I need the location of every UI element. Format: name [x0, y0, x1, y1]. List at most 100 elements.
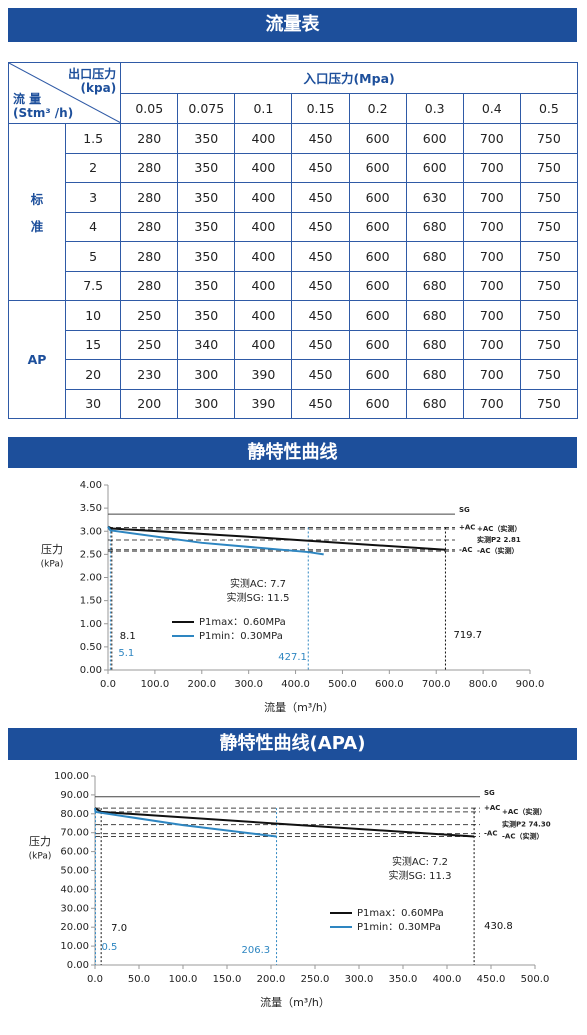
x-tick-label: 450.0: [477, 974, 506, 985]
table-row: 4 280 350 400 450 600 680 700 750: [9, 211, 579, 242]
flow-cell: 30: [65, 388, 122, 419]
table-row: AP 10 250 350 400 450 600 680 700 750: [7, 300, 579, 419]
value-cell: 700: [462, 270, 521, 301]
reference-label: +AC: [484, 804, 500, 812]
column-header: 0.2: [348, 92, 407, 124]
group-label: 准: [30, 219, 44, 234]
value-cell: 600: [348, 241, 407, 272]
y-axis-label: (kPa): [29, 852, 52, 862]
value-cell: 400: [234, 270, 293, 301]
reference-label: +AC（实测）: [502, 807, 546, 816]
value-cell: 450: [291, 182, 350, 213]
value-cell: 700: [462, 123, 521, 154]
flow-table: 出口压力 (kpa) 流 量 (Stm³ /h) 入口压力(Mpa) 0.05 0.075 0…: [7, 62, 579, 419]
value-cell: 600: [348, 300, 407, 331]
value-cell: 600: [348, 211, 407, 242]
group-label: AP: [27, 352, 47, 367]
value-cell: 280: [120, 211, 179, 242]
value-cell: 600: [348, 123, 407, 154]
value-cell: 400: [234, 329, 293, 360]
diagonal: [9, 63, 121, 123]
value-cell: 750: [519, 152, 579, 183]
reference-label: -AC: [459, 546, 472, 554]
value-cell: 600: [348, 329, 407, 360]
annotation: 实测AC: 7.7: [230, 577, 286, 590]
marker-label: 7.0: [111, 923, 127, 934]
reference-label: 实测P2 74.30: [502, 820, 551, 829]
table-row: 5 280 350 400 450 600 680 700 750: [9, 241, 579, 272]
y-tick-label: 1.00: [80, 619, 102, 630]
value-cell: 450: [291, 241, 350, 272]
marker-label: 719.7: [453, 630, 482, 641]
y-tick-label: 0.50: [80, 642, 102, 653]
flow-cell: 20: [65, 359, 122, 390]
y-tick-label: 3.50: [80, 503, 102, 514]
corner-bottom: 流 量 (Stm³ /h): [13, 92, 73, 120]
value-cell: 450: [291, 329, 350, 360]
header-row: 出口压力 (kpa) 流 量 (Stm³ /h) 入口压力(Mpa): [7, 62, 578, 124]
value-cell: 400: [234, 241, 293, 272]
value-cell: 600: [348, 152, 407, 183]
value-cell: 750: [519, 359, 579, 390]
value-cell: 750: [519, 211, 579, 242]
value-cell: 390: [234, 388, 293, 419]
section-title: 静特性曲线: [8, 437, 577, 468]
section-title: 静特性曲线(APA): [8, 728, 577, 760]
y-tick-label: 40.00: [60, 884, 89, 895]
header-row: 0.05 0.075 0.1 0.15 0.2 0.3 0.4 0.5: [9, 92, 579, 124]
y-axis-label: (kPa): [41, 560, 64, 570]
legend-label: P1min：0.30MPa: [357, 922, 441, 933]
x-tick-label: 400.0: [281, 679, 310, 690]
marker-label: 206.3: [242, 945, 271, 956]
y-tick-label: 3.00: [80, 526, 102, 537]
value-cell: 700: [462, 359, 521, 390]
legend-label: P1min：0.30MPa: [199, 631, 283, 642]
value-cell: 350: [177, 300, 236, 331]
corner-cell: 出口压力 (kpa) 流 量 (Stm³ /h): [7, 62, 122, 124]
value-cell: 280: [120, 241, 179, 272]
reference-label: +AC: [459, 524, 475, 532]
value-cell: 680: [405, 241, 464, 272]
corner-top: 出口压力 (kpa): [68, 67, 116, 95]
value-cell: 230: [120, 359, 179, 390]
annotation: 实测SG: 11.5: [227, 591, 290, 604]
y-tick-label: 0.00: [80, 665, 102, 676]
value-cell: 400: [234, 211, 293, 242]
y-tick-label: 10.00: [60, 941, 89, 952]
y-tick-label: 2.50: [80, 549, 102, 560]
y-tick-label: 2.00: [80, 573, 102, 584]
value-cell: 750: [519, 388, 579, 419]
value-cell: 280: [120, 270, 179, 301]
series-line: [94, 807, 475, 838]
x-axis-label: 流量（m³/h）: [260, 995, 330, 1009]
series-line: [94, 808, 277, 838]
value-cell: 350: [177, 123, 236, 154]
corner-text: (kpa): [80, 81, 117, 95]
y-tick-label: 30.00: [60, 903, 89, 914]
y-tick-label: 70.00: [60, 828, 89, 839]
x-tick-label: 200.0: [187, 679, 216, 690]
annotation: 实测AC: 7.2: [392, 855, 448, 868]
table-row: 20 230 300 390 450 600 680 700 750: [9, 359, 579, 390]
value-cell: 600: [348, 388, 407, 419]
value-cell: 700: [462, 182, 521, 213]
table-row: 3 280 350 400 450 600 630 700 750: [9, 182, 579, 213]
value-cell: 280: [120, 182, 179, 213]
x-axis-label: 流量（m³/h）: [264, 700, 334, 714]
marker-label: 0.5: [101, 942, 117, 953]
value-cell: 750: [519, 329, 579, 360]
value-cell: 350: [177, 152, 236, 183]
x-tick-label: 250.0: [301, 974, 330, 985]
value-cell: 700: [462, 300, 521, 331]
column-header: 0.3: [405, 92, 464, 124]
value-cell: 700: [462, 388, 521, 419]
y-axis-label: 压力: [29, 835, 51, 848]
chart: 0.00 0.50 1.00 1.50 2.00 2.50 3.00 3.50 4.00 0.0 1…: [41, 480, 545, 714]
reference-label: -AC: [484, 830, 497, 838]
reference-label: 实测P2 2.81: [477, 535, 521, 544]
column-header: 0.075: [177, 92, 236, 124]
y-tick-label: 90.00: [60, 790, 89, 801]
reference-label: -AC（实测）: [477, 546, 518, 555]
y-tick-label: 20.00: [60, 922, 89, 933]
reference-label: -AC（实测）: [502, 831, 543, 840]
